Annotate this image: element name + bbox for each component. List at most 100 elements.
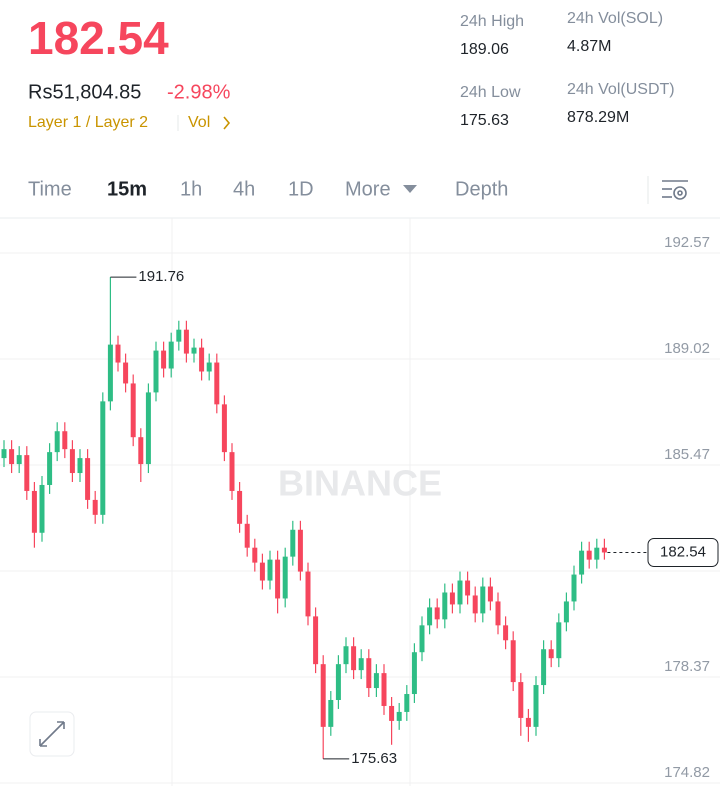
candle-body [571, 574, 577, 602]
min-label: 175.63 [351, 750, 397, 767]
candle-body [229, 452, 235, 491]
candle-body [16, 455, 22, 465]
y-tick-label: 174.82 [664, 764, 710, 781]
candle-body [548, 649, 554, 659]
stat-value: 4.87M [567, 38, 611, 55]
candle-body [1, 449, 7, 459]
candle-body [62, 431, 68, 450]
candle-body [176, 329, 182, 342]
candle-body [183, 329, 189, 354]
candle-body [107, 344, 113, 402]
y-tick-label: 178.37 [664, 658, 710, 675]
last-price: 182.54 [28, 12, 169, 64]
candle-body [586, 550, 592, 560]
candle-body [305, 571, 311, 617]
candle-body [313, 616, 319, 665]
candle-body [168, 341, 174, 369]
candle-body [77, 458, 83, 474]
candle-body [518, 682, 524, 718]
candle-body [161, 350, 167, 369]
candle-body [191, 347, 197, 354]
candle-body [381, 673, 387, 706]
stat-label: 24h Low [460, 84, 521, 101]
tab[interactable]: Time [28, 178, 72, 200]
candle-body [563, 601, 569, 623]
candle-body [389, 705, 395, 721]
tab[interactable]: 1h [180, 178, 202, 200]
fiat-price: Rs51,804.85 [28, 81, 141, 103]
candle-body [495, 601, 501, 626]
candle-body [366, 658, 372, 689]
candle-body [39, 484, 45, 533]
candle-body [214, 362, 220, 405]
candle-body [267, 559, 273, 581]
last-price-tag [647, 537, 719, 567]
candle-body [472, 595, 478, 614]
candle-body [206, 362, 212, 372]
candle-body [457, 580, 463, 605]
candle-body [396, 711, 402, 721]
max-label: 191.76 [138, 268, 184, 285]
candle-body [259, 562, 265, 581]
stat-value: 878.29M [567, 109, 629, 126]
stat-value: 175.63 [460, 112, 509, 129]
candle-body [404, 694, 410, 712]
candle-body [579, 550, 585, 575]
candle-body [427, 607, 433, 626]
candle-body [85, 458, 91, 500]
candle-body [419, 625, 425, 653]
candle-body [434, 607, 440, 620]
candle-body [601, 547, 607, 553]
candle-body [503, 625, 509, 641]
stat-value: 189.06 [460, 41, 509, 58]
stat-label: 24h Vol(SOL) [567, 10, 663, 27]
candle-body [487, 586, 493, 602]
candle-body [237, 490, 243, 524]
candle-body [115, 344, 121, 363]
candle-body [358, 658, 364, 671]
candle-body [320, 664, 326, 727]
candle-body [244, 523, 250, 548]
tab[interactable]: Depth [455, 178, 508, 200]
candle-body [9, 449, 15, 465]
tab-active[interactable]: 15m [107, 178, 147, 200]
candle-body [138, 437, 144, 465]
candle-body [252, 547, 258, 563]
price-change: -2.98% [167, 81, 231, 103]
candle-body [480, 586, 486, 614]
expand-icon [39, 721, 65, 747]
candle-body [465, 580, 471, 596]
candle-body [525, 717, 531, 727]
stat-label: 24h Vol(USDT) [567, 81, 675, 98]
candle-body [145, 392, 151, 465]
tab[interactable]: More [345, 178, 391, 200]
y-tick-label: 192.57 [664, 234, 710, 251]
candle-body [31, 490, 37, 533]
candle-body [556, 622, 562, 659]
dropdown-arrow [403, 185, 417, 193]
candle-body [335, 664, 341, 700]
vol-link[interactable]: Vol [188, 114, 210, 131]
candle-body [153, 350, 159, 393]
tab[interactable]: 4h [233, 178, 255, 200]
candle-body [282, 556, 288, 599]
candle-body [123, 362, 129, 384]
candle-body [510, 640, 516, 683]
candle-body [297, 529, 303, 572]
last-price-label: 182.54 [660, 543, 706, 560]
candle-body [411, 652, 417, 695]
tab[interactable]: 1D [288, 178, 314, 200]
category-tag[interactable]: Layer 1 / Layer 2 [28, 114, 148, 131]
candle-body [442, 592, 448, 620]
settings-icon[interactable] [662, 180, 688, 200]
candle-body [533, 685, 539, 727]
plot: 192.57189.02185.47181.92178.37174.82191.… [0, 234, 720, 784]
candle-body [373, 673, 379, 689]
watermark: BINANCE [278, 463, 442, 504]
stat-label: 24h High [460, 13, 524, 30]
candle-body [343, 646, 349, 665]
candle-body [290, 529, 296, 557]
